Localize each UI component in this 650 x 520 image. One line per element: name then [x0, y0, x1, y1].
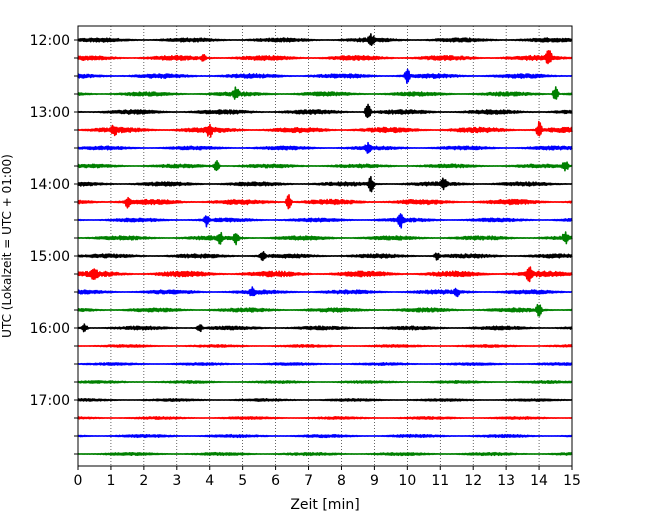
trace-line	[77, 213, 573, 229]
y-tick-label: 12:00	[30, 33, 70, 49]
x-tick-label: 13	[497, 473, 515, 489]
x-tick-label: 11	[431, 473, 449, 489]
x-tick-label: 12	[464, 473, 482, 489]
x-tick-label: 4	[205, 473, 214, 489]
trace-line	[77, 175, 573, 193]
plot-frame	[77, 25, 573, 467]
trace-line	[77, 33, 573, 47]
y-axis: 12:00 13:00 14:00 15:00 16:00 17:00	[30, 33, 78, 455]
trace-layer	[77, 33, 573, 457]
x-tick-label: 2	[139, 473, 148, 489]
x-tick-label: 0	[74, 473, 83, 489]
trace-line	[77, 231, 573, 246]
x-tick-label: 6	[271, 473, 280, 489]
trace-line	[77, 120, 573, 138]
trace-line	[77, 251, 573, 262]
y-tick-label: 16:00	[30, 321, 70, 337]
y-tick-label: 15:00	[30, 249, 70, 265]
x-tick-label: 5	[238, 473, 247, 489]
y-tick-label: 17:00	[30, 393, 70, 409]
trace-line	[77, 303, 573, 317]
x-tick-label: 10	[398, 473, 416, 489]
trace-line	[77, 103, 573, 119]
trace-line	[77, 451, 573, 457]
x-tick-label: 1	[106, 473, 115, 489]
trace-line	[77, 398, 573, 402]
y-tick-label: 13:00	[30, 105, 70, 121]
trace-line	[77, 286, 573, 298]
y-axis-title: UTC (Lokalzeit = UTC + 01:00)	[0, 154, 14, 338]
trace-line	[77, 433, 573, 439]
trace-line	[77, 416, 573, 420]
trace-line	[77, 49, 573, 65]
trace-line	[77, 159, 573, 172]
x-axis-title: Zeit [min]	[290, 497, 359, 513]
trace-line	[77, 362, 573, 366]
x-tick-label: 3	[172, 473, 181, 489]
y-tick-label: 14:00	[30, 177, 70, 193]
trace-line	[77, 194, 573, 210]
x-tick-label: 9	[370, 473, 379, 489]
x-axis: 0 1 2 3 4 5 6 7 8 9 10 11 12 13 14 15	[74, 466, 581, 489]
x-tick-label: 15	[563, 473, 581, 489]
trace-line	[77, 86, 573, 100]
trace-line	[77, 68, 573, 84]
trace-line	[77, 344, 573, 348]
x-tick-label: 8	[337, 473, 346, 489]
grid-lines	[110, 26, 540, 466]
trace-line	[77, 323, 573, 333]
x-tick-label: 7	[304, 473, 313, 489]
trace-line	[77, 266, 573, 283]
trace-line	[77, 380, 573, 384]
x-tick-label: 14	[530, 473, 548, 489]
trace-line	[77, 141, 573, 154]
